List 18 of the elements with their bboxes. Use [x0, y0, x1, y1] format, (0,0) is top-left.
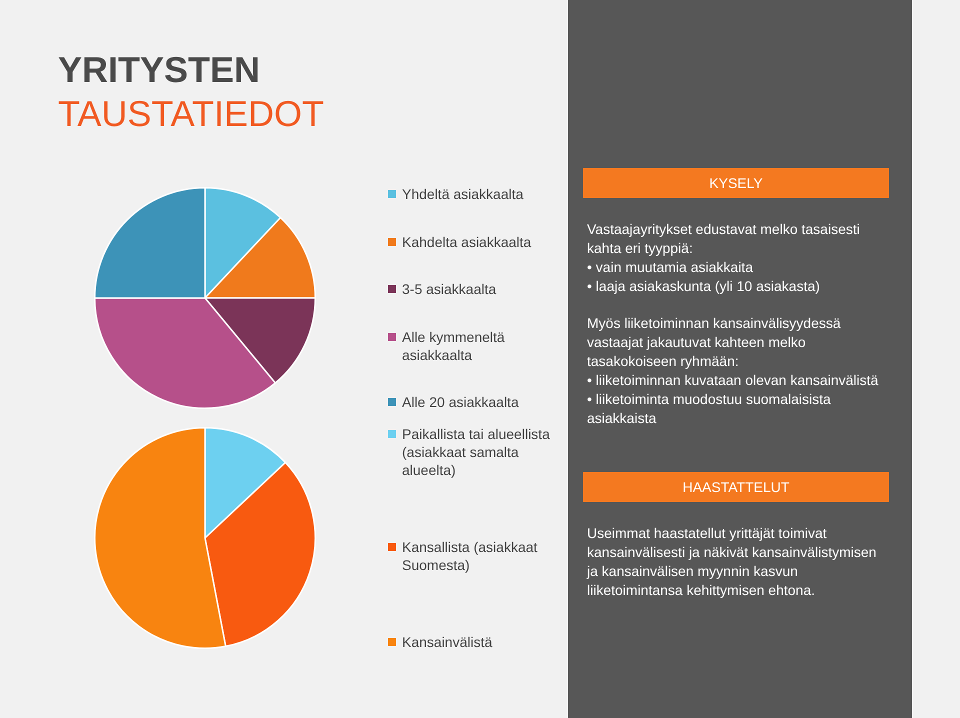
text: • liiketoiminta muodostuu suomalaisista asiakkaista — [586, 390, 832, 428]
text: Useimmat haastatellut yrittäjät toimivat kansainvälisesti ja näkivät kansainvälistymisen ja kansainvälisen myynnin kasvun liiketoimintansa kehittymisen ehtona. — [586, 524, 878, 600]
legend-label: Kansallista (asiakkaat Suomesta) — [402, 538, 538, 574]
legend-label: Alle 20 asiakkaalta — [402, 393, 519, 411]
chart-title: YRITYSTEN TAUSTATIEDOT — [58, 48, 324, 136]
text: KYSELY — [583, 168, 889, 198]
legend-label: Kahdelta asiakkaalta — [402, 232, 532, 250]
text: Myös liiketoiminnan kansainvälisyydessä vastaajat jakautuvat kahteen melko tasakokoiseen ryhmään: — [586, 314, 842, 371]
text: • laaja asiakaskunta (yli 10 asiakasta) — [586, 277, 821, 296]
text: • vain muutamia asiakkaita — [586, 258, 754, 277]
legend-label: Paikallista tai alueellista (asiakkaat samalta alueelta) — [402, 425, 551, 479]
text: Vastaajayritykset edustavat melko tasaisesti kahta eri tyyppiä: — [586, 220, 861, 258]
text: HAASTATTELUT — [583, 472, 889, 502]
legend-label: Alle kymmeneltä asiakkaalta — [402, 328, 506, 364]
text: • liiketoiminnan kuvataan olevan kansainvälistä — [586, 371, 880, 390]
legend-label: Kansainvälistä — [402, 633, 492, 651]
legend-label: 3-5 asiakkaalta — [402, 280, 496, 298]
legend-label: Yhdeltä asiakkaalta — [402, 185, 524, 203]
